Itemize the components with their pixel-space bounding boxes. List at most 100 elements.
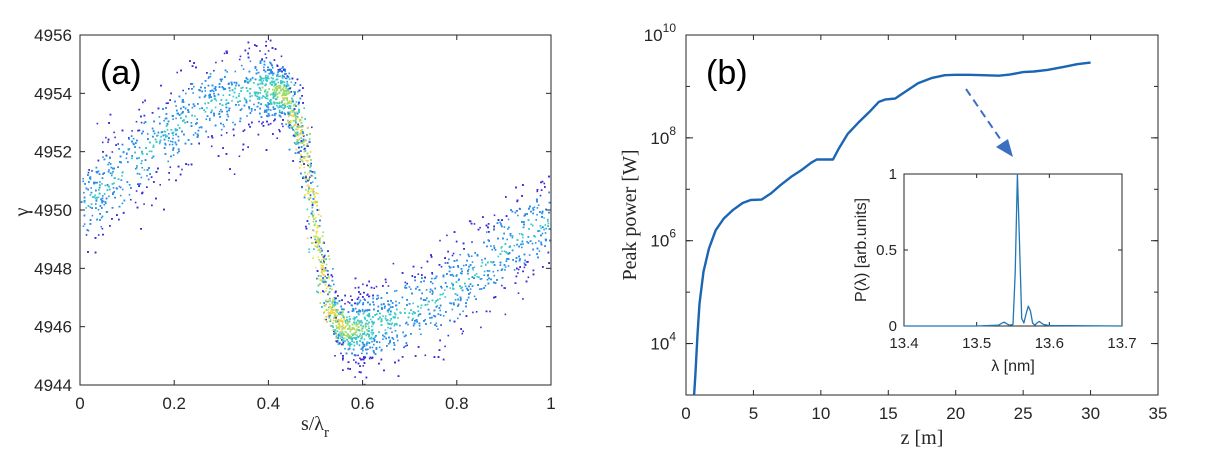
scatter-point bbox=[317, 242, 320, 245]
scatter-point bbox=[263, 77, 265, 80]
scatter-point bbox=[90, 187, 92, 189]
scatter-point bbox=[471, 267, 474, 269]
scatter-point bbox=[367, 323, 369, 325]
scatter-point bbox=[102, 195, 104, 197]
scatter-point bbox=[238, 58, 241, 61]
scatter-point bbox=[364, 326, 367, 329]
scatter-point bbox=[365, 334, 368, 337]
scatter-point bbox=[335, 325, 338, 327]
scatter-point bbox=[357, 323, 359, 325]
scatter-point bbox=[488, 270, 491, 272]
scatter-point bbox=[214, 106, 217, 109]
scatter-point bbox=[363, 298, 366, 300]
scatter-point bbox=[267, 106, 270, 108]
scatter-point bbox=[313, 194, 316, 196]
scatter-point bbox=[300, 164, 303, 166]
scatter-point bbox=[388, 308, 391, 310]
scatter-point bbox=[367, 330, 369, 332]
scatter-point bbox=[382, 338, 384, 340]
scatter-point bbox=[480, 326, 482, 329]
scatter-point bbox=[258, 98, 261, 100]
scatter-point bbox=[205, 118, 208, 121]
scatter-point bbox=[207, 136, 210, 138]
scatter-point bbox=[279, 75, 281, 78]
scatter-point bbox=[341, 339, 343, 341]
scatter-point bbox=[513, 244, 516, 247]
scatter-point bbox=[82, 180, 84, 183]
scatter-point bbox=[114, 136, 116, 139]
scatter-point bbox=[299, 167, 301, 169]
scatter-point bbox=[426, 297, 428, 299]
scatter-point bbox=[135, 167, 138, 169]
scatter-point bbox=[97, 234, 100, 236]
scatter-point bbox=[353, 319, 356, 321]
scatter-point bbox=[277, 75, 280, 78]
scatter-point bbox=[371, 340, 373, 343]
scatter-point bbox=[333, 330, 335, 333]
scatter-point bbox=[341, 322, 344, 324]
scatter-point bbox=[317, 275, 320, 277]
scatter-point bbox=[348, 325, 351, 327]
scatter-point bbox=[341, 336, 343, 339]
scatter-point bbox=[353, 332, 355, 334]
scatter-point bbox=[300, 137, 302, 139]
scatter-point bbox=[517, 268, 520, 271]
scatter-point bbox=[209, 75, 212, 78]
scatter-point bbox=[391, 331, 393, 333]
scatter-point bbox=[371, 325, 373, 328]
scatter-point bbox=[121, 175, 123, 177]
scatter-point bbox=[273, 113, 276, 115]
scatter-point bbox=[199, 107, 201, 110]
scatter-point bbox=[286, 103, 289, 105]
scatter-point bbox=[311, 126, 313, 129]
scatter-point bbox=[524, 213, 526, 215]
scatter-point bbox=[444, 345, 446, 348]
scatter-point bbox=[134, 168, 137, 170]
scatter-point bbox=[361, 308, 364, 311]
scatter-point bbox=[128, 138, 130, 140]
scatter-point bbox=[140, 176, 143, 179]
scatter-point bbox=[280, 55, 283, 58]
scatter-point bbox=[121, 188, 124, 191]
scatter-point bbox=[140, 162, 143, 165]
scatter-point bbox=[434, 301, 437, 304]
scatter-point bbox=[361, 336, 363, 339]
scatter-point bbox=[290, 81, 293, 84]
scatter-point bbox=[321, 266, 324, 268]
scatter-point bbox=[405, 322, 407, 325]
scatter-point bbox=[321, 254, 323, 256]
scatter-point bbox=[328, 300, 331, 302]
scatter-point bbox=[257, 91, 259, 94]
scatter-point bbox=[331, 310, 334, 313]
scatter-point bbox=[257, 96, 260, 98]
scatter-point bbox=[101, 141, 104, 144]
scatter-point bbox=[262, 79, 265, 82]
scatter-point bbox=[359, 335, 361, 337]
scatter-point bbox=[347, 340, 349, 343]
scatter-point bbox=[128, 137, 130, 139]
scatter-point bbox=[347, 301, 349, 303]
scatter-point bbox=[346, 316, 348, 319]
scatter-point bbox=[167, 133, 170, 135]
scatter-point bbox=[143, 203, 145, 205]
scatter-point bbox=[360, 324, 362, 326]
scatter-point bbox=[100, 225, 103, 228]
scatter-point bbox=[397, 339, 399, 342]
scatter-point bbox=[429, 322, 432, 324]
scatter-point bbox=[292, 114, 294, 116]
scatter-point bbox=[476, 276, 479, 278]
scatter-point bbox=[517, 272, 519, 274]
scatter-point bbox=[441, 293, 444, 296]
scatter-point bbox=[325, 287, 328, 289]
scatter-point bbox=[242, 68, 245, 70]
scatter-point bbox=[172, 154, 175, 156]
scatter-point bbox=[317, 241, 319, 243]
scatter-point bbox=[295, 101, 298, 103]
scatter-point bbox=[397, 317, 399, 319]
scatter-point bbox=[209, 119, 211, 121]
scatter-point bbox=[108, 195, 110, 198]
scatter-point bbox=[342, 337, 345, 340]
scatter-point bbox=[117, 143, 119, 145]
scatter-point bbox=[360, 325, 363, 327]
scatter-point bbox=[338, 335, 340, 337]
